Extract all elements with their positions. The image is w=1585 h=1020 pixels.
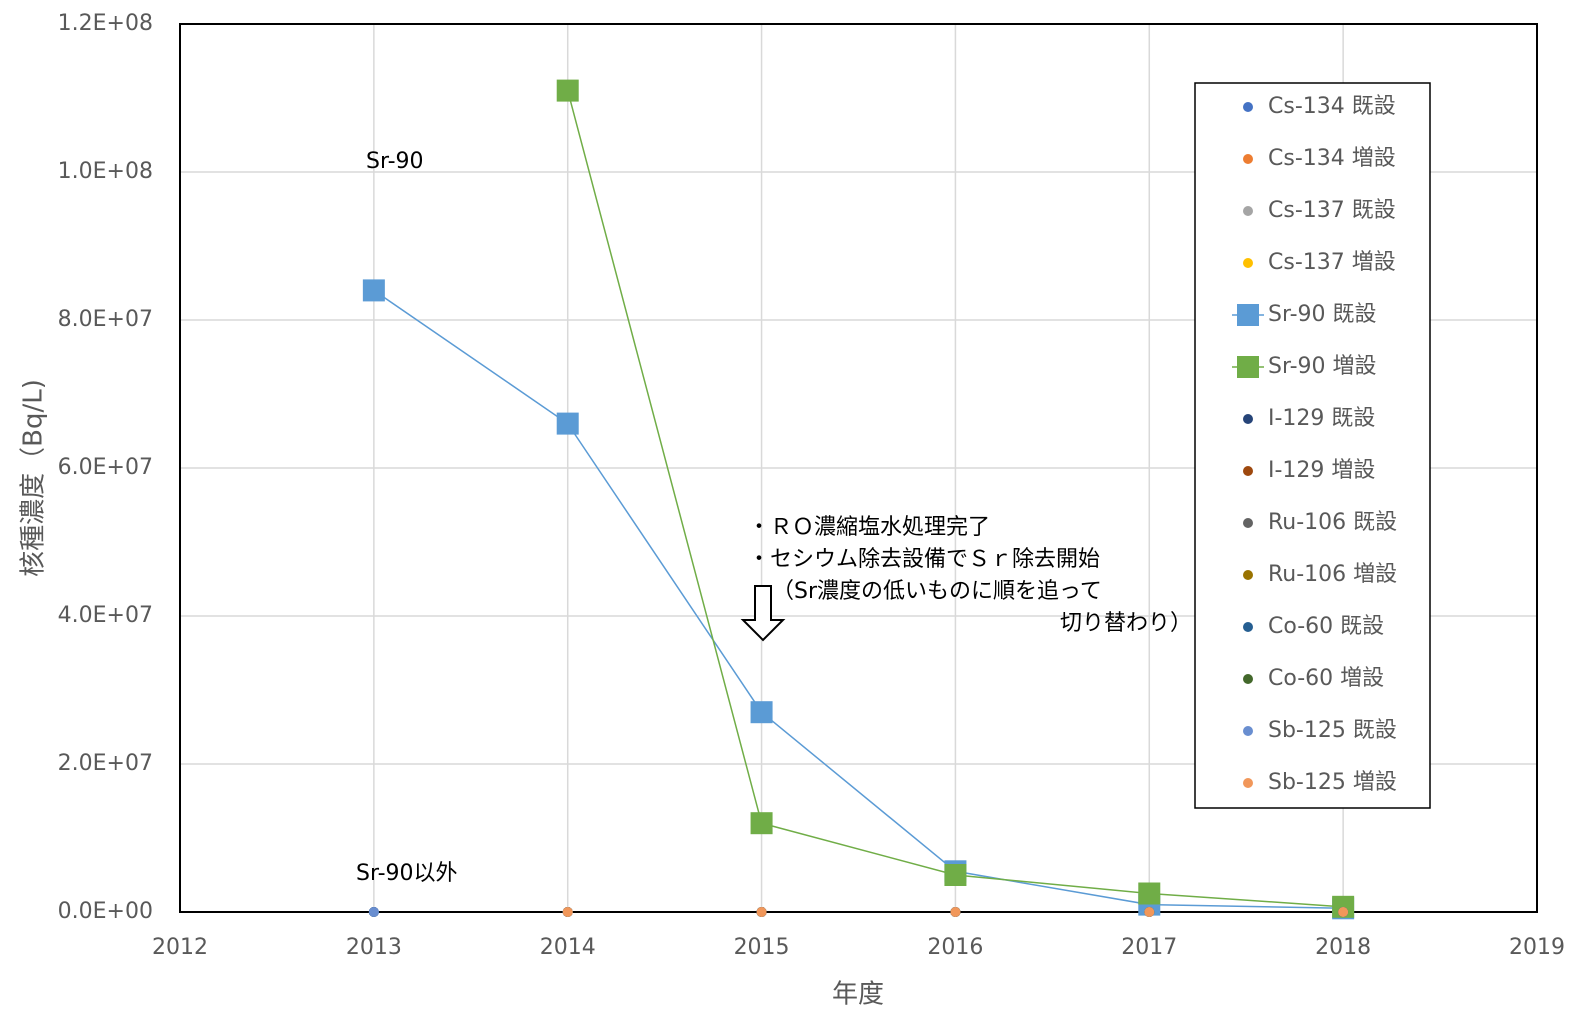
series-group: [362, 79, 1355, 920]
legend-marker: [1243, 206, 1253, 216]
legend-label: Ru-106 既設: [1268, 510, 1397, 535]
legend-marker: [1243, 518, 1253, 528]
legend-label: Co-60 増設: [1268, 666, 1384, 691]
data-point: [756, 907, 767, 917]
data-point: [362, 279, 385, 302]
x-axis-label: 年度: [832, 980, 884, 1010]
legend: Cs-134 既設 Cs-134 増設 Cs-137 既設 Cs-137 増設 Sr-9…: [1232, 94, 1397, 795]
data-point: [1138, 882, 1161, 905]
data-point: [950, 907, 961, 917]
x-tick-label: 2014: [540, 935, 596, 960]
data-point: [1338, 907, 1349, 917]
legend-label: I-129 増設: [1268, 458, 1375, 483]
series-line: [373, 289, 1344, 910]
data-point: [750, 701, 773, 724]
legend-label: I-129 既設: [1268, 406, 1375, 431]
legend-label: Sr-90 増設: [1268, 354, 1377, 379]
y-tick-label: 8.0E+07: [58, 307, 153, 332]
arrow: [740, 585, 786, 642]
annotation: （Sr濃度の低いものに順を追って: [772, 579, 1102, 604]
legend-label: Sb-125 既設: [1268, 718, 1397, 743]
annotation: ・セシウム除去設備でＳｒ除去開始: [748, 547, 1100, 572]
data-point: [368, 907, 379, 917]
data-point: [556, 412, 579, 435]
data-point: [944, 864, 967, 886]
y-tick-label: 2.0E+07: [58, 751, 153, 776]
annotation: Sr-90: [366, 149, 424, 174]
legend-marker: [1243, 622, 1253, 632]
legend-marker: [1243, 154, 1253, 164]
data-point: [1144, 907, 1155, 917]
data-point: [750, 812, 773, 835]
y-tick-label: 1.2E+08: [58, 11, 153, 36]
legend-label: Cs-134 既設: [1268, 94, 1396, 119]
legend-marker: [1237, 356, 1259, 378]
legend-label: Cs-137 既設: [1268, 198, 1396, 223]
y-tick-label: 6.0E+07: [58, 455, 153, 480]
legend-marker: [1243, 778, 1253, 788]
legend-marker: [1243, 674, 1253, 684]
data-point: [562, 907, 573, 917]
x-tick-label: 2016: [927, 935, 983, 960]
legend-marker: [1243, 726, 1253, 736]
annotation: ・ＲＯ濃縮塩水処理完了: [748, 515, 990, 540]
y-axis-label: 核種濃度（Bq/L): [19, 379, 49, 577]
legend-marker: [1243, 570, 1253, 580]
legend-label: Sb-125 増設: [1268, 770, 1397, 795]
legend-marker: [1243, 414, 1253, 424]
legend-label: Cs-137 増設: [1268, 250, 1396, 275]
legend-label: Sr-90 既設: [1268, 302, 1377, 327]
x-tick-label: 2017: [1121, 935, 1177, 960]
legend-marker: [1237, 304, 1259, 326]
plot-frame: [179, 23, 1538, 913]
data-point: [1332, 895, 1355, 918]
x-tick-label: 2018: [1315, 935, 1371, 960]
legend-marker: [1243, 102, 1253, 112]
y-tick-label: 1.0E+08: [58, 159, 153, 184]
annotation: 切り替わり）: [1060, 611, 1192, 636]
x-tick-label: 2012: [152, 935, 208, 960]
x-tick-label: 2013: [346, 935, 402, 960]
data-point: [556, 79, 579, 102]
legend-label: Cs-134 増設: [1268, 146, 1396, 171]
legend-label: Co-60 既設: [1268, 614, 1384, 639]
annotation: Sr-90以外: [356, 861, 458, 886]
x-tick-label: 2015: [734, 935, 790, 960]
legend-marker: [1243, 258, 1253, 268]
y-tick-label: 4.0E+07: [58, 603, 153, 628]
legend-marker: [1243, 466, 1253, 476]
y-tick-label: 0.0E+00: [58, 899, 153, 924]
x-tick-label: 2019: [1509, 935, 1565, 960]
legend-box: [1194, 82, 1431, 809]
legend-label: Ru-106 増設: [1268, 562, 1397, 587]
